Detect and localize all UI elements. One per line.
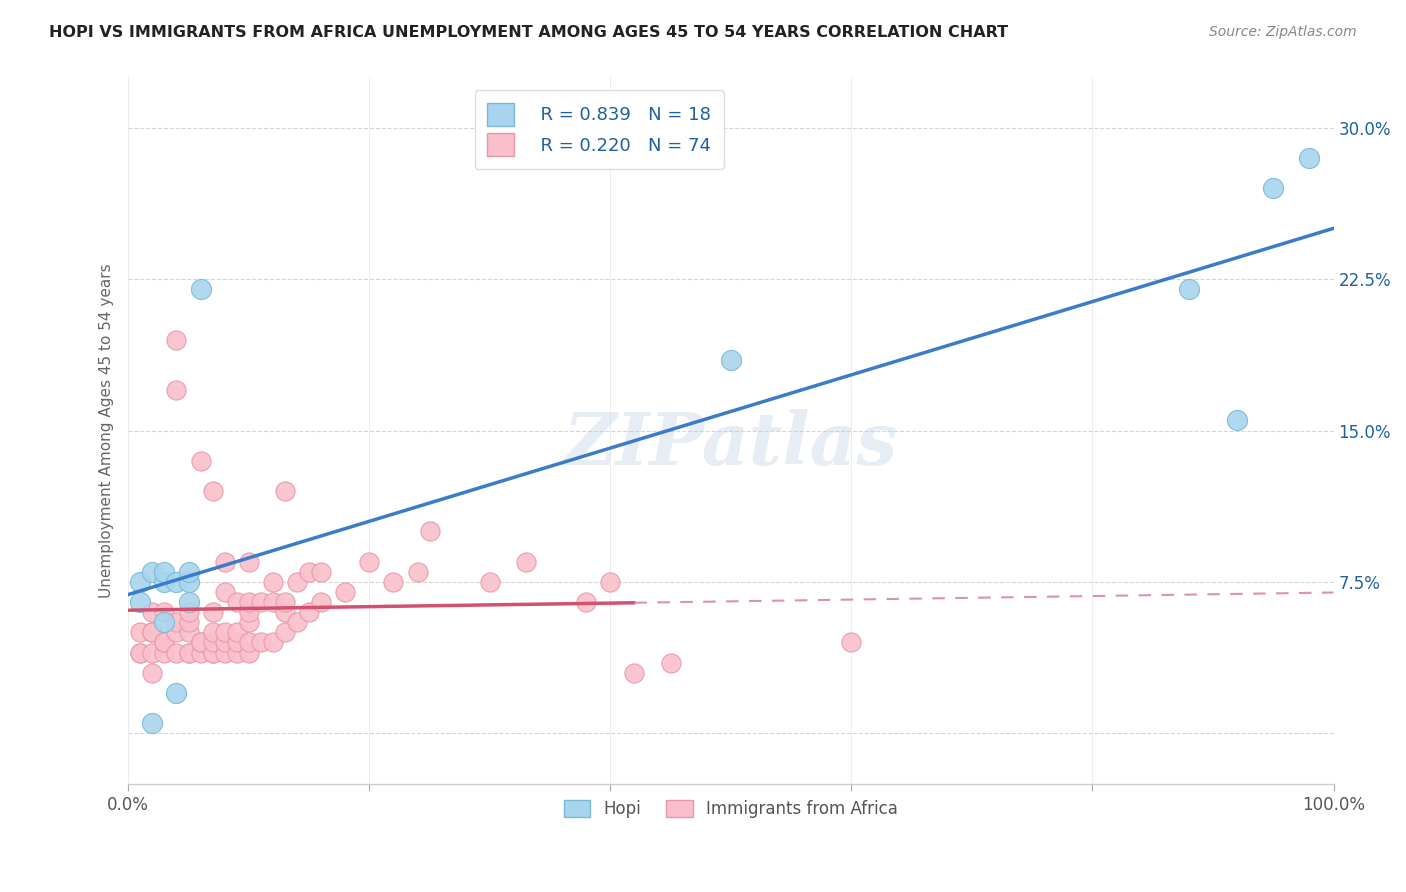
- Point: [1263, 181, 1285, 195]
- Point: [1178, 282, 1201, 296]
- Point: [201, 646, 224, 660]
- Point: [214, 625, 236, 640]
- Point: [166, 686, 188, 700]
- Text: ZIPatlas: ZIPatlas: [564, 409, 898, 480]
- Point: [262, 574, 284, 589]
- Point: [225, 635, 247, 649]
- Point: [190, 454, 212, 468]
- Point: [129, 646, 152, 660]
- Point: [238, 615, 260, 630]
- Point: [177, 565, 200, 579]
- Point: [177, 605, 200, 619]
- Point: [166, 383, 188, 397]
- Point: [623, 665, 645, 680]
- Point: [238, 555, 260, 569]
- Point: [285, 615, 308, 630]
- Point: [382, 574, 405, 589]
- Point: [129, 595, 152, 609]
- Point: [262, 635, 284, 649]
- Point: [153, 605, 176, 619]
- Point: [335, 585, 357, 599]
- Point: [201, 646, 224, 660]
- Point: [166, 615, 188, 630]
- Y-axis label: Unemployment Among Ages 45 to 54 years: Unemployment Among Ages 45 to 54 years: [100, 263, 114, 598]
- Point: [153, 646, 176, 660]
- Point: [141, 605, 163, 619]
- Point: [478, 574, 501, 589]
- Point: [406, 565, 429, 579]
- Point: [153, 565, 176, 579]
- Point: [177, 646, 200, 660]
- Point: [274, 625, 297, 640]
- Point: [153, 615, 176, 630]
- Point: [129, 574, 152, 589]
- Point: [201, 625, 224, 640]
- Point: [190, 646, 212, 660]
- Point: [225, 625, 247, 640]
- Point: [1226, 413, 1249, 427]
- Point: [141, 646, 163, 660]
- Point: [177, 615, 200, 630]
- Point: [141, 625, 163, 640]
- Point: [309, 565, 332, 579]
- Point: [298, 605, 321, 619]
- Point: [141, 625, 163, 640]
- Point: [214, 635, 236, 649]
- Point: [214, 646, 236, 660]
- Point: [841, 635, 863, 649]
- Point: [141, 665, 163, 680]
- Point: [250, 635, 273, 649]
- Point: [214, 585, 236, 599]
- Point: [214, 555, 236, 569]
- Point: [141, 565, 163, 579]
- Point: [201, 484, 224, 499]
- Point: [659, 656, 682, 670]
- Point: [153, 635, 176, 649]
- Point: [177, 595, 200, 609]
- Point: [153, 635, 176, 649]
- Point: [238, 635, 260, 649]
- Point: [225, 646, 247, 660]
- Point: [177, 574, 200, 589]
- Point: [166, 646, 188, 660]
- Point: [1298, 151, 1320, 165]
- Point: [177, 646, 200, 660]
- Point: [177, 625, 200, 640]
- Point: [419, 524, 441, 539]
- Point: [129, 646, 152, 660]
- Point: [274, 605, 297, 619]
- Point: [166, 574, 188, 589]
- Point: [166, 333, 188, 347]
- Point: [515, 555, 537, 569]
- Point: [141, 716, 163, 731]
- Point: [166, 625, 188, 640]
- Legend: Hopi, Immigrants from Africa: Hopi, Immigrants from Africa: [557, 793, 905, 825]
- Point: [250, 595, 273, 609]
- Text: HOPI VS IMMIGRANTS FROM AFRICA UNEMPLOYMENT AMONG AGES 45 TO 54 YEARS CORRELATIO: HOPI VS IMMIGRANTS FROM AFRICA UNEMPLOYM…: [49, 25, 1008, 40]
- Point: [238, 646, 260, 660]
- Point: [309, 595, 332, 609]
- Text: Source: ZipAtlas.com: Source: ZipAtlas.com: [1209, 25, 1357, 39]
- Point: [599, 574, 621, 589]
- Point: [201, 605, 224, 619]
- Point: [129, 625, 152, 640]
- Point: [190, 282, 212, 296]
- Point: [201, 635, 224, 649]
- Point: [720, 353, 742, 368]
- Point: [575, 595, 598, 609]
- Point: [225, 595, 247, 609]
- Point: [274, 484, 297, 499]
- Point: [238, 605, 260, 619]
- Point: [153, 574, 176, 589]
- Point: [190, 635, 212, 649]
- Point: [359, 555, 381, 569]
- Point: [190, 635, 212, 649]
- Point: [238, 595, 260, 609]
- Point: [298, 565, 321, 579]
- Point: [274, 595, 297, 609]
- Point: [285, 574, 308, 589]
- Point: [262, 595, 284, 609]
